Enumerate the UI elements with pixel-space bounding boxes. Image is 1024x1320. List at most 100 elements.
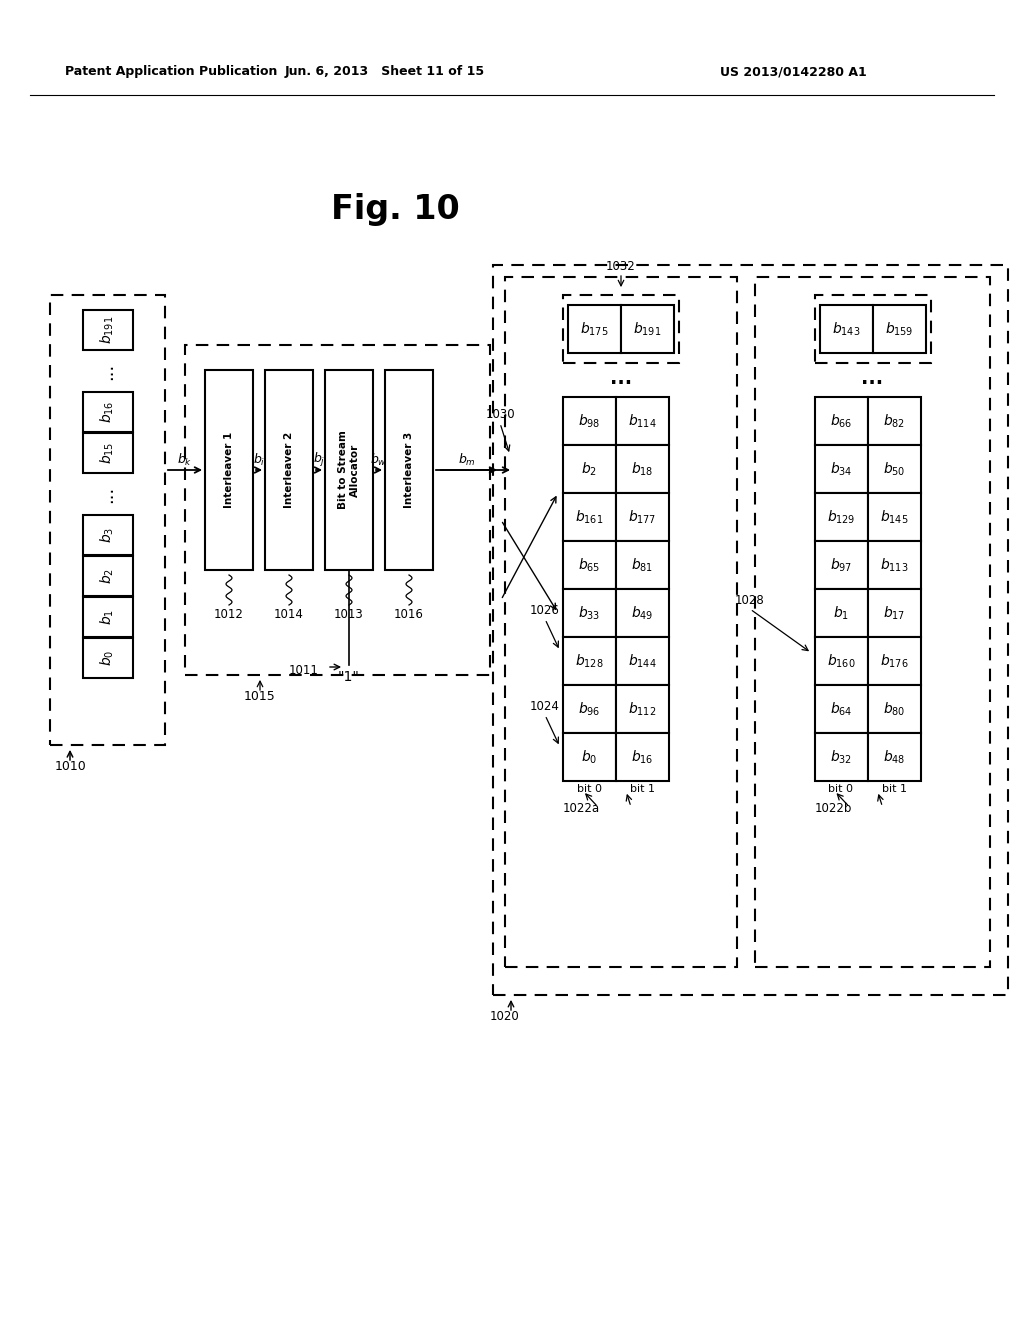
Text: "1": "1" xyxy=(338,671,360,684)
Text: 1024: 1024 xyxy=(530,701,560,714)
Text: $b_1$: $b_1$ xyxy=(98,609,116,626)
Text: $b_{48}$: $b_{48}$ xyxy=(883,748,905,766)
Text: $b_{50}$: $b_{50}$ xyxy=(883,461,905,478)
Bar xyxy=(814,733,867,781)
Text: ...: ... xyxy=(610,370,632,388)
Bar xyxy=(563,294,679,363)
Text: $b_0$: $b_0$ xyxy=(98,649,116,667)
Text: US 2013/0142280 A1: US 2013/0142280 A1 xyxy=(720,66,866,78)
Bar xyxy=(616,733,669,781)
Text: $b_{18}$: $b_{18}$ xyxy=(631,461,653,478)
Bar xyxy=(563,397,616,445)
Text: $b_w$: $b_w$ xyxy=(371,451,387,469)
Bar xyxy=(616,445,669,492)
Text: 1014: 1014 xyxy=(274,609,304,622)
Text: $b_k$: $b_k$ xyxy=(177,451,193,469)
Text: 1011: 1011 xyxy=(289,664,319,676)
Bar xyxy=(505,277,737,968)
Text: ...: ... xyxy=(98,363,117,380)
Bar xyxy=(50,294,165,744)
Bar xyxy=(616,638,669,685)
Text: $b_{33}$: $b_{33}$ xyxy=(579,605,601,622)
Text: ...: ... xyxy=(98,486,117,503)
Text: $b_2$: $b_2$ xyxy=(98,568,116,583)
Bar xyxy=(563,733,616,781)
Text: Interleaver 3: Interleaver 3 xyxy=(404,432,414,508)
Text: $b_i$: $b_i$ xyxy=(253,451,265,469)
Text: Jun. 6, 2013   Sheet 11 of 15: Jun. 6, 2013 Sheet 11 of 15 xyxy=(285,66,485,78)
Text: $b_{64}$: $b_{64}$ xyxy=(829,701,852,718)
Bar xyxy=(265,370,313,570)
Text: Bit to Stream
Allocator: Bit to Stream Allocator xyxy=(338,430,359,510)
Bar xyxy=(563,685,616,733)
Bar xyxy=(755,277,990,968)
Bar xyxy=(616,685,669,733)
Bar xyxy=(867,541,921,589)
Bar xyxy=(563,541,616,589)
Bar xyxy=(83,433,132,473)
Bar xyxy=(814,492,867,541)
Text: $b_{80}$: $b_{80}$ xyxy=(883,701,905,718)
Text: $b_m$: $b_m$ xyxy=(458,451,475,469)
Bar xyxy=(814,685,867,733)
Text: $b_{113}$: $b_{113}$ xyxy=(880,556,908,574)
Text: $b_0$: $b_0$ xyxy=(582,748,598,766)
Bar xyxy=(205,370,253,570)
Bar xyxy=(568,305,621,352)
Text: $b_{112}$: $b_{112}$ xyxy=(629,701,656,718)
Text: bit 0: bit 0 xyxy=(577,784,602,795)
Bar xyxy=(867,589,921,638)
Text: $b_{129}$: $b_{129}$ xyxy=(826,508,855,525)
Text: Patent Application Publication: Patent Application Publication xyxy=(65,66,278,78)
Text: $b_j$: $b_j$ xyxy=(312,451,326,469)
Text: $b_{159}$: $b_{159}$ xyxy=(885,321,913,338)
Bar xyxy=(616,492,669,541)
Text: $b_{161}$: $b_{161}$ xyxy=(575,508,604,525)
Text: bit 1: bit 1 xyxy=(882,784,906,795)
Bar xyxy=(814,445,867,492)
Text: 1028: 1028 xyxy=(735,594,765,607)
Bar xyxy=(616,541,669,589)
Text: $b_{144}$: $b_{144}$ xyxy=(628,652,656,669)
Text: $b_3$: $b_3$ xyxy=(98,527,116,543)
Bar xyxy=(814,638,867,685)
Text: Fig. 10: Fig. 10 xyxy=(331,194,460,227)
Text: $b_2$: $b_2$ xyxy=(582,461,598,478)
Text: 1032: 1032 xyxy=(606,260,636,273)
Bar xyxy=(83,310,132,350)
Text: 1022b: 1022b xyxy=(814,803,852,816)
Bar xyxy=(563,638,616,685)
Text: 1026: 1026 xyxy=(530,605,560,618)
Bar xyxy=(814,589,867,638)
Text: $b_{17}$: $b_{17}$ xyxy=(883,605,905,622)
Text: $b_{16}$: $b_{16}$ xyxy=(98,401,116,424)
Text: $b_{114}$: $b_{114}$ xyxy=(628,412,656,430)
Text: $b_{96}$: $b_{96}$ xyxy=(579,701,601,718)
Text: $b_{191}$: $b_{191}$ xyxy=(98,315,116,345)
Text: 1022a: 1022a xyxy=(563,803,600,816)
Text: Interleaver 2: Interleaver 2 xyxy=(284,432,294,508)
Text: $b_{66}$: $b_{66}$ xyxy=(829,412,852,430)
Text: $b_{191}$: $b_{191}$ xyxy=(633,321,662,338)
Bar xyxy=(385,370,433,570)
Bar xyxy=(185,345,490,675)
Bar xyxy=(83,515,132,554)
Text: $b_{81}$: $b_{81}$ xyxy=(632,556,653,574)
Bar xyxy=(325,370,373,570)
Bar xyxy=(867,685,921,733)
Bar xyxy=(83,556,132,597)
Text: ...: ... xyxy=(861,370,884,388)
Bar xyxy=(621,305,674,352)
Text: $b_{15}$: $b_{15}$ xyxy=(98,442,116,465)
Text: $b_{176}$: $b_{176}$ xyxy=(880,652,908,669)
Bar xyxy=(867,492,921,541)
Bar xyxy=(563,445,616,492)
Text: Interleaver 1: Interleaver 1 xyxy=(224,432,234,508)
Bar xyxy=(493,265,1008,995)
Text: $b_{177}$: $b_{177}$ xyxy=(629,508,656,525)
Bar xyxy=(616,589,669,638)
Text: $b_{143}$: $b_{143}$ xyxy=(831,321,860,338)
Bar xyxy=(83,597,132,638)
Text: 1010: 1010 xyxy=(55,760,87,774)
Text: $b_{16}$: $b_{16}$ xyxy=(631,748,653,766)
